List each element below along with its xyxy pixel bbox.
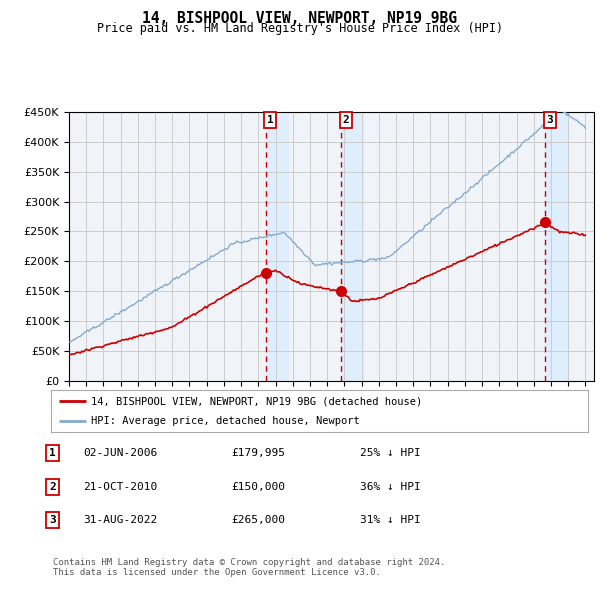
Text: 31% ↓ HPI: 31% ↓ HPI bbox=[360, 516, 421, 525]
Text: 2: 2 bbox=[343, 115, 349, 125]
Text: 36% ↓ HPI: 36% ↓ HPI bbox=[360, 482, 421, 491]
Text: 14, BISHPOOL VIEW, NEWPORT, NP19 9BG: 14, BISHPOOL VIEW, NEWPORT, NP19 9BG bbox=[143, 11, 458, 25]
Text: £265,000: £265,000 bbox=[231, 516, 285, 525]
Text: 25% ↓ HPI: 25% ↓ HPI bbox=[360, 448, 421, 458]
Text: 3: 3 bbox=[547, 115, 553, 125]
Text: This data is licensed under the Open Government Licence v3.0.: This data is licensed under the Open Gov… bbox=[53, 568, 380, 577]
Text: 14, BISHPOOL VIEW, NEWPORT, NP19 9BG (detached house): 14, BISHPOOL VIEW, NEWPORT, NP19 9BG (de… bbox=[91, 396, 422, 407]
Text: 2: 2 bbox=[49, 482, 56, 491]
Bar bbox=[545, 112, 568, 381]
Text: 1: 1 bbox=[267, 115, 274, 125]
Text: 21-OCT-2010: 21-OCT-2010 bbox=[83, 482, 157, 491]
Text: £150,000: £150,000 bbox=[231, 482, 285, 491]
Text: £179,995: £179,995 bbox=[231, 448, 285, 458]
Text: 31-AUG-2022: 31-AUG-2022 bbox=[83, 516, 157, 525]
Bar bbox=[341, 112, 364, 381]
Bar bbox=[266, 112, 288, 381]
Text: 02-JUN-2006: 02-JUN-2006 bbox=[83, 448, 157, 458]
Text: HPI: Average price, detached house, Newport: HPI: Average price, detached house, Newp… bbox=[91, 416, 360, 426]
Text: Price paid vs. HM Land Registry's House Price Index (HPI): Price paid vs. HM Land Registry's House … bbox=[97, 22, 503, 35]
Text: Contains HM Land Registry data © Crown copyright and database right 2024.: Contains HM Land Registry data © Crown c… bbox=[53, 558, 445, 566]
Text: 3: 3 bbox=[49, 516, 56, 525]
Text: 1: 1 bbox=[49, 448, 56, 458]
